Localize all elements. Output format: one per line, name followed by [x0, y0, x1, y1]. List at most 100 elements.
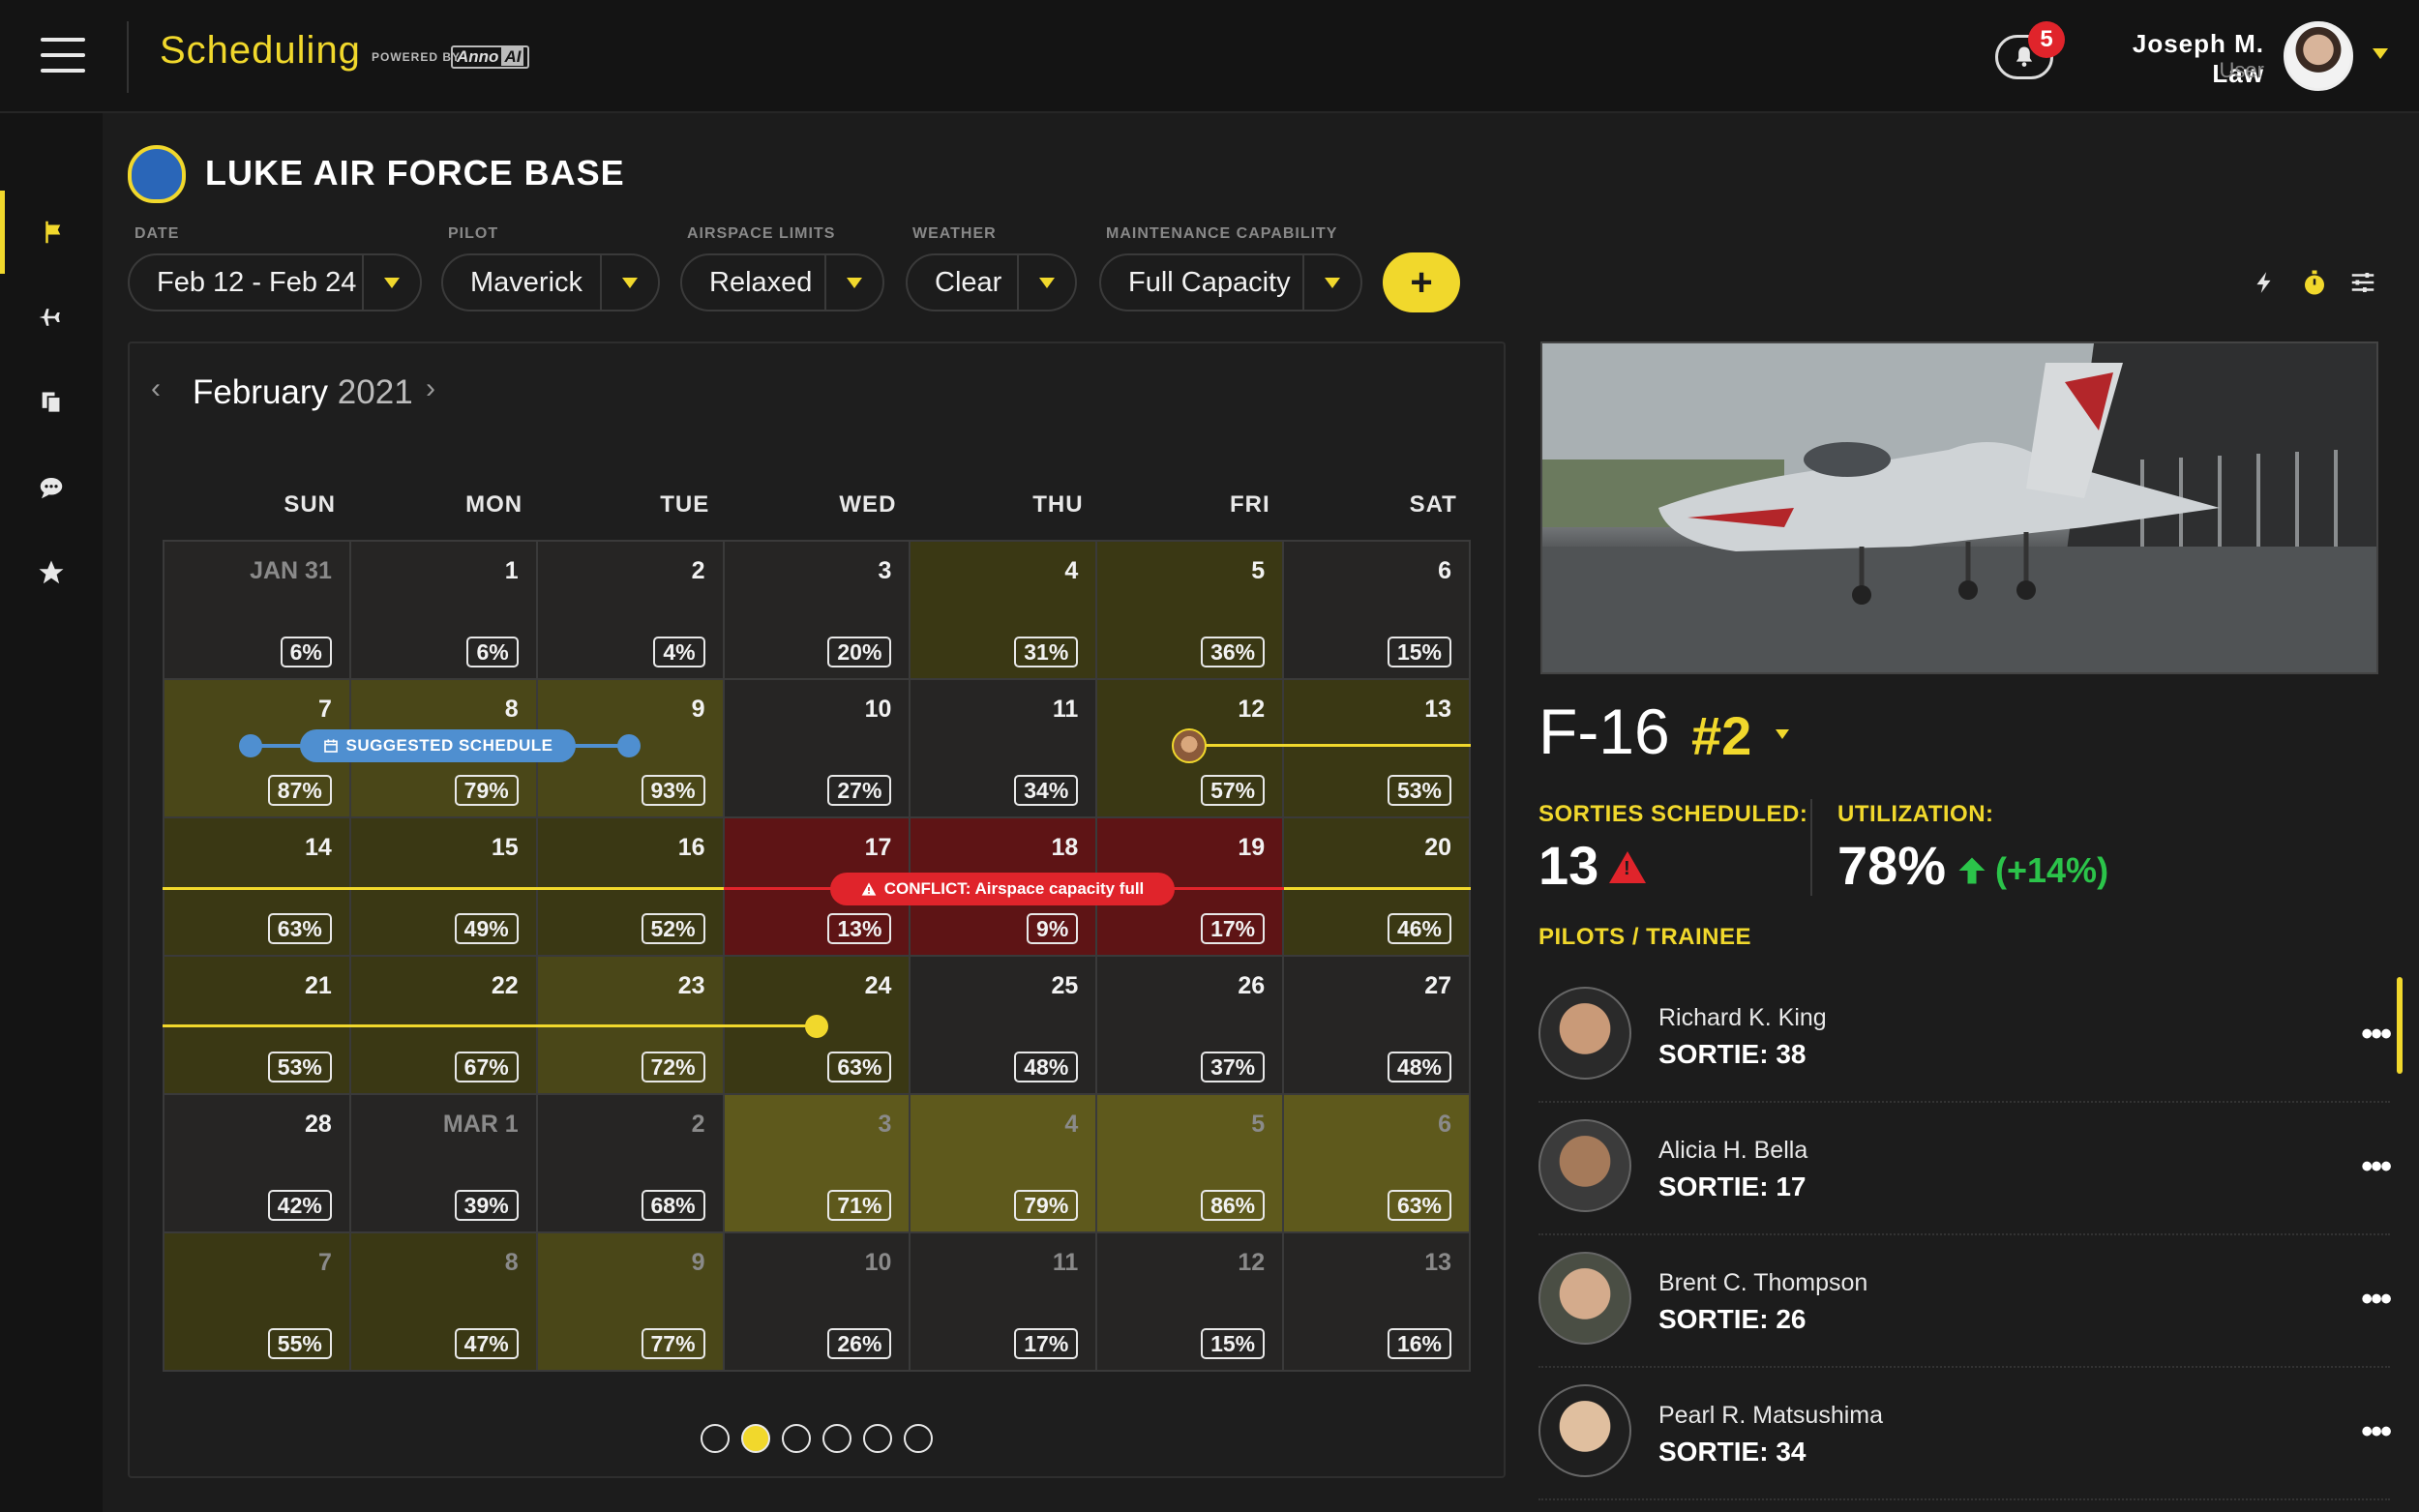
- day-number: 16: [677, 834, 705, 861]
- user-avatar[interactable]: [2284, 21, 2353, 91]
- calendar-day-cell[interactable]: 2 68%: [536, 1094, 724, 1232]
- calendar-day-cell[interactable]: 9 77%: [536, 1232, 724, 1371]
- menu-icon[interactable]: [41, 38, 85, 73]
- airspace-filter[interactable]: Relaxed: [680, 253, 884, 311]
- calendar-day-cell[interactable]: 20 46%: [1283, 817, 1470, 956]
- day-number: 5: [1251, 557, 1266, 584]
- capacity-percent-badge: 79%: [454, 775, 519, 806]
- pilot-list-item[interactable]: Pearl R. Matsushima SORTIE: 34 •••: [1538, 1367, 2392, 1500]
- calendar-day-cell[interactable]: 11 17%: [910, 1232, 1097, 1371]
- sidebar-item-aircraft[interactable]: [0, 276, 103, 359]
- aircraft-number[interactable]: #2: [1691, 705, 1752, 766]
- capacity-percent-badge: 86%: [1201, 1190, 1266, 1221]
- page-dot[interactable]: [904, 1424, 933, 1453]
- add-filter-button[interactable]: +: [1383, 252, 1460, 312]
- more-options-icon[interactable]: •••: [2361, 1413, 2392, 1450]
- day-number: 25: [1051, 972, 1079, 999]
- calendar-day-cell[interactable]: MAR 1 39%: [349, 1094, 537, 1232]
- calendar-day-cell[interactable]: 12 15%: [1096, 1232, 1284, 1371]
- day-number: 1: [504, 557, 519, 584]
- user-menu-caret-icon[interactable]: [2373, 48, 2388, 59]
- sidebar-item-documents[interactable]: [0, 361, 103, 444]
- calendar-day-cell[interactable]: 5 36%: [1096, 541, 1284, 679]
- page-dot[interactable]: [863, 1424, 892, 1453]
- day-number: JAN 31: [250, 557, 332, 584]
- maintenance-filter[interactable]: Full Capacity: [1099, 253, 1362, 311]
- suggested-start-handle[interactable]: [239, 734, 262, 757]
- calendar-day-cell[interactable]: 26 37%: [1096, 956, 1284, 1094]
- capacity-percent-badge: 77%: [641, 1328, 705, 1359]
- calendar-day-cell[interactable]: 8 47%: [349, 1232, 537, 1371]
- calendar-day-cell[interactable]: 5 86%: [1096, 1094, 1284, 1232]
- calendar-day-cell[interactable]: 10 26%: [723, 1232, 911, 1371]
- calendar-day-cell[interactable]: 15 49%: [349, 817, 537, 956]
- calendar-day-cell[interactable]: 2 4%: [536, 541, 724, 679]
- pilots-scrollbar[interactable]: [2397, 977, 2403, 1074]
- day-number: 4: [1064, 1111, 1079, 1138]
- more-options-icon[interactable]: •••: [2361, 1281, 2392, 1318]
- calendar-day-cell[interactable]: 7 55%: [164, 1232, 350, 1371]
- chevron-down-icon[interactable]: [362, 255, 420, 310]
- calendar-day-cell[interactable]: 4 31%: [910, 541, 1097, 679]
- calendar-day-cell[interactable]: 3 20%: [723, 541, 911, 679]
- sliders-icon[interactable]: [2344, 263, 2382, 302]
- calendar-day-cell[interactable]: 1 6%: [349, 541, 537, 679]
- calendar-day-cell[interactable]: 25 48%: [910, 956, 1097, 1094]
- chevron-down-icon[interactable]: [824, 255, 882, 310]
- sidebar-item-chat[interactable]: [0, 446, 103, 529]
- capacity-percent-badge: 71%: [827, 1190, 892, 1221]
- user-name[interactable]: Joseph M. Law: [2132, 29, 2264, 88]
- day-number: 21: [305, 972, 332, 999]
- calendar-day-cell[interactable]: 16 52%: [536, 817, 724, 956]
- aircraft-select-caret-icon[interactable]: [1776, 729, 1789, 739]
- page-dot[interactable]: [701, 1424, 730, 1453]
- suggested-end-handle[interactable]: [617, 734, 641, 757]
- lightning-icon[interactable]: [2245, 263, 2284, 302]
- calendar-day-cell[interactable]: 6 15%: [1283, 541, 1470, 679]
- calendar-day-cell[interactable]: JAN 31 6%: [164, 541, 350, 679]
- maintenance-filter-value: Full Capacity: [1128, 266, 1291, 298]
- sorties-value: 13: [1538, 835, 1599, 896]
- calendar-day-cell[interactable]: 3 71%: [723, 1094, 911, 1232]
- chevron-down-icon[interactable]: [1017, 255, 1075, 310]
- more-options-icon[interactable]: •••: [2361, 1016, 2392, 1052]
- sidebar-item-favorites[interactable]: [0, 531, 103, 614]
- calendar-day-cell[interactable]: 27 48%: [1283, 956, 1470, 1094]
- page-dot[interactable]: [741, 1424, 770, 1453]
- pilot-name: Richard K. King: [1658, 1004, 1827, 1031]
- chevron-down-icon[interactable]: [600, 255, 658, 310]
- calendar-day-cell[interactable]: 10 27%: [723, 679, 911, 817]
- schedule-end-handle[interactable]: [805, 1015, 828, 1038]
- calendar-day-cell[interactable]: 6 63%: [1283, 1094, 1470, 1232]
- next-month-button[interactable]: ›: [426, 372, 435, 404]
- day-number: 9: [691, 696, 705, 723]
- aircraft-photo: [1540, 341, 2378, 674]
- pilot-list-item[interactable]: Richard K. King SORTIE: 38 •••: [1538, 969, 2392, 1103]
- pilot-list-item[interactable]: Brent C. Thompson SORTIE: 26 •••: [1538, 1234, 2392, 1368]
- page-dot[interactable]: [822, 1424, 851, 1453]
- weather-filter[interactable]: Clear: [906, 253, 1077, 311]
- conflict-pill[interactable]: CONFLICT: Airspace capacity full: [830, 873, 1175, 905]
- sidebar-item-flag[interactable]: [0, 191, 103, 274]
- page-dot[interactable]: [782, 1424, 811, 1453]
- day-number: 18: [1051, 834, 1079, 861]
- pilot-filter[interactable]: Maverick: [441, 253, 660, 311]
- date-filter[interactable]: Feb 12 - Feb 24: [128, 253, 422, 311]
- calendar-day-cell[interactable]: 14 63%: [164, 817, 350, 956]
- calendar-day-cell[interactable]: 28 42%: [164, 1094, 350, 1232]
- prev-month-button[interactable]: ‹: [151, 372, 161, 404]
- suggested-schedule-pill[interactable]: SUGGESTED SCHEDULE: [300, 729, 576, 762]
- calendar-day-cell[interactable]: 13 16%: [1283, 1232, 1470, 1371]
- pilot-mini-avatar[interactable]: [1172, 728, 1207, 763]
- calendar-day-cell[interactable]: 4 79%: [910, 1094, 1097, 1232]
- timer-icon[interactable]: [2295, 263, 2334, 302]
- pilot-list-item[interactable]: Alicia H. Bella SORTIE: 17 •••: [1538, 1102, 2392, 1235]
- more-options-icon[interactable]: •••: [2361, 1148, 2392, 1185]
- utilization-delta: (+14%): [1995, 850, 2109, 890]
- calendar-day-cell[interactable]: 13 53%: [1283, 679, 1470, 817]
- day-number: 10: [864, 1249, 892, 1276]
- calendar-day-cell[interactable]: 11 34%: [910, 679, 1097, 817]
- capacity-percent-badge: 15%: [1387, 637, 1451, 667]
- notification-badge: 5: [2028, 21, 2065, 58]
- chevron-down-icon[interactable]: [1302, 255, 1360, 310]
